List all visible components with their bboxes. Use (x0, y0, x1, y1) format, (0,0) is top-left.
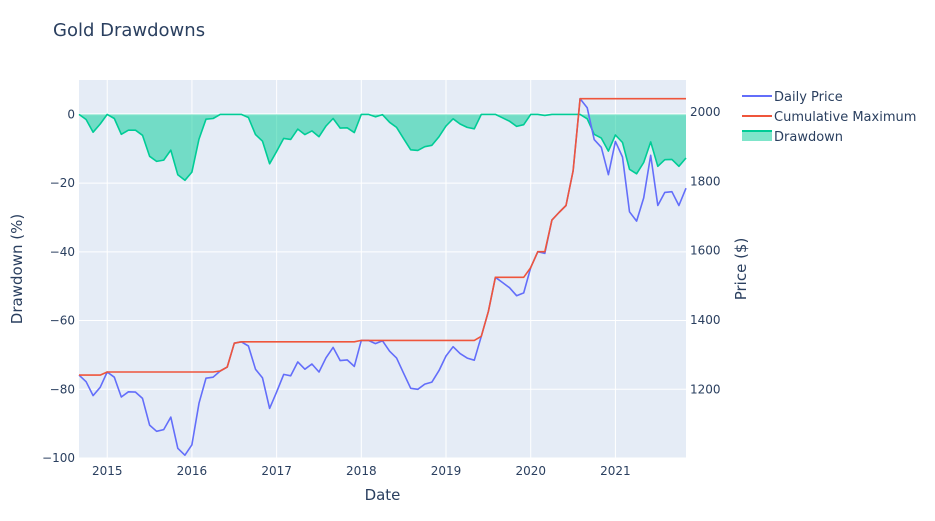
legend-item-drawdown[interactable]: Drawdown (742, 130, 843, 145)
y-tick-label: −80 (50, 382, 75, 396)
x-tick-label: 2015 (92, 464, 123, 478)
drawdown-area (79, 114, 686, 181)
legend-item-cumulative-maximum[interactable]: Cumulative Maximum (742, 110, 916, 125)
x-tick-label: 2018 (346, 464, 377, 478)
y-tick-labels: 0 −20 −40 −60 −80 −100 (42, 107, 75, 465)
x-tick-label: 2020 (515, 464, 546, 478)
y2-axis-title: Price ($) (732, 238, 750, 301)
y2-tick-label: 1400 (690, 313, 721, 327)
legend-label-cumulative-maximum: Cumulative Maximum (774, 110, 916, 125)
legend-swatch-drawdown (742, 131, 772, 141)
y2-tick-label: 1600 (690, 244, 721, 258)
drawdown-line[interactable] (78, 113, 687, 182)
y-tick-label: −60 (50, 314, 75, 328)
x-tick-labels: 2015 2016 2017 2018 2019 2020 2021 (92, 464, 631, 478)
y-axis-title: Drawdown (%) (8, 214, 26, 324)
x-tick-label: 2021 (600, 464, 631, 478)
y-tick-label: 0 (67, 107, 75, 121)
legend-label-daily-price: Daily Price (774, 90, 843, 105)
y-tick-label: −100 (42, 451, 75, 465)
x-tick-label: 2019 (431, 464, 462, 478)
y-tick-label: −40 (50, 245, 75, 259)
y2-tick-labels: 2000 1800 1600 1400 1200 (690, 105, 721, 396)
legend-label-drawdown: Drawdown (774, 130, 843, 145)
chart-title: Gold Drawdowns (53, 20, 205, 41)
series-layer (78, 97, 687, 456)
x-gridlines (106, 80, 616, 458)
y2-tick-label: 1200 (690, 382, 721, 396)
x-tick-label: 2017 (261, 464, 292, 478)
cumulative-maximum-line[interactable] (79, 97, 686, 376)
legend-item-daily-price[interactable]: Daily Price (742, 90, 843, 105)
y2-tick-label: 2000 (690, 105, 721, 119)
y-tick-label: −20 (50, 176, 75, 190)
x-tick-label: 2016 (177, 464, 208, 478)
legend[interactable]: Daily Price Cumulative Maximum Drawdown (742, 90, 916, 145)
y2-tick-label: 1800 (690, 174, 721, 188)
x-axis-title: Date (365, 486, 401, 504)
